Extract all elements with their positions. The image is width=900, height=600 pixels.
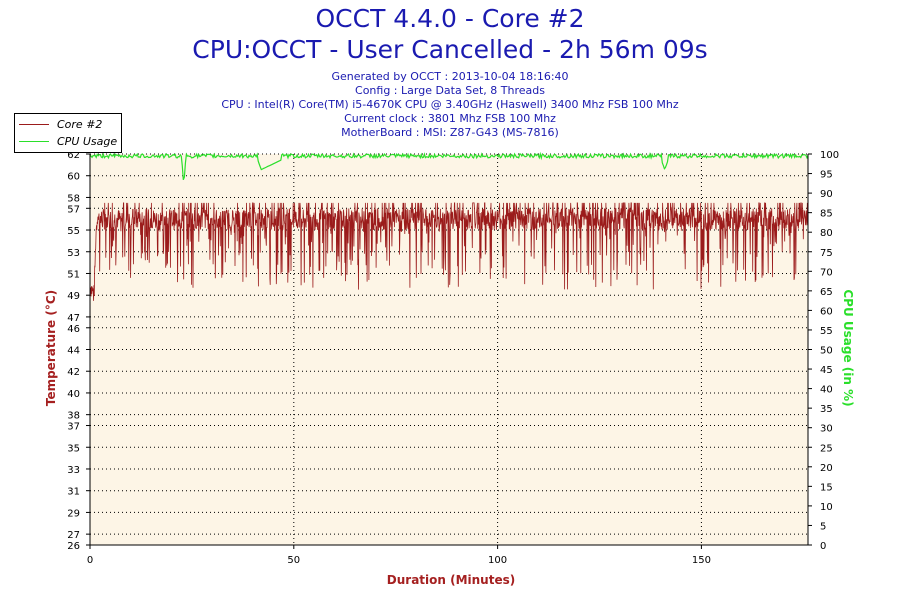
y-axis-label-left: Temperature (°C) [44,290,58,406]
y-left-tick-label: 33 [67,465,80,476]
chart-title: OCCT 4.4.0 - Core #2 [315,4,585,33]
y-left-tick-label: 46 [67,324,80,335]
y-right-tick-label: 85 [820,209,833,220]
y-left-tick-label: 47 [67,313,80,324]
y-right-tick-label: 15 [820,482,833,493]
x-tick-label: 50 [287,555,300,566]
info-clock: Current clock : 3801 Mhz FSB 100 Mhz [344,112,556,125]
y-right-tick-label: 80 [820,228,833,239]
y-left-tick-label: 37 [67,422,80,433]
y-left-tick-label: 40 [67,389,80,400]
y-left-tick-label: 31 [67,487,80,498]
y-right-tick-label: 45 [820,365,833,376]
series-line-cpu [89,151,809,181]
y-left-tick-label: 49 [67,291,80,302]
y-left-tick-label: 62 [67,150,80,161]
legend-label-core2: Core #2 [57,117,103,131]
y-right-tick-label: 5 [820,521,826,532]
y-right-tick-label: 20 [820,463,833,474]
y-left-tick-label: 35 [67,443,80,454]
legend-item-cpu: CPU Usage [19,133,117,149]
y-right-tick-label: 10 [820,502,833,513]
legend: Core #2 CPU Usage [14,113,122,153]
y-left-tick-label: 26 [67,541,80,552]
y-axis-label-right: CPU Usage (in %) [841,289,855,406]
y-left-tick-label: 51 [67,269,80,280]
chart-subtitle: CPU:OCCT - User Cancelled - 2h 56m 09s [192,35,708,64]
legend-label-cpu: CPU Usage [57,134,118,148]
y-right-tick-label: 40 [820,385,833,396]
legend-swatch-cpu [19,140,49,142]
x-tick-label: 0 [87,555,93,566]
y-right-tick-label: 25 [820,443,833,454]
y-left-tick-label: 55 [67,226,80,237]
y-right-tick-label: 75 [820,248,833,259]
x-axis-label: Duration (Minutes) [387,573,515,587]
y-left-tick-label: 60 [67,172,80,183]
y-right-tick-label: 70 [820,267,833,278]
y-left-tick-label: 53 [67,248,80,259]
y-left-tick-label: 57 [67,204,80,215]
y-left-tick-label: 44 [67,346,80,357]
x-tick-label: 150 [692,555,711,566]
legend-swatch-core2 [19,123,49,125]
info-motherboard: MotherBoard : MSI: Z87-G43 (MS-7816) [341,126,559,139]
info-cpu: CPU : Intel(R) Core(TM) i5-4670K CPU @ 3… [221,98,679,111]
series-line-core2 [89,202,809,301]
y-right-tick-label: 55 [820,326,833,337]
y-left-tick-label: 58 [67,193,80,204]
y-right-tick-label: 60 [820,306,833,317]
y-right-tick-label: 100 [820,150,839,161]
y-right-tick-label: 0 [820,541,826,552]
y-right-tick-label: 95 [820,170,833,181]
info-generated: Generated by OCCT : 2013-10-04 18:16:40 [331,70,569,83]
y-left-tick-label: 27 [67,530,80,541]
legend-item-core2: Core #2 [19,116,102,132]
y-left-tick-label: 29 [67,508,80,519]
y-right-tick-label: 65 [820,287,833,298]
y-right-tick-label: 30 [820,424,833,435]
y-right-tick-label: 35 [820,404,833,415]
y-left-tick-label: 42 [67,367,80,378]
x-tick-label: 100 [488,555,507,566]
y-left-tick-label: 38 [67,411,80,422]
info-config: Config : Large Data Set, 8 Threads [355,84,545,97]
y-right-tick-label: 90 [820,189,833,200]
y-right-tick-label: 50 [820,346,833,357]
